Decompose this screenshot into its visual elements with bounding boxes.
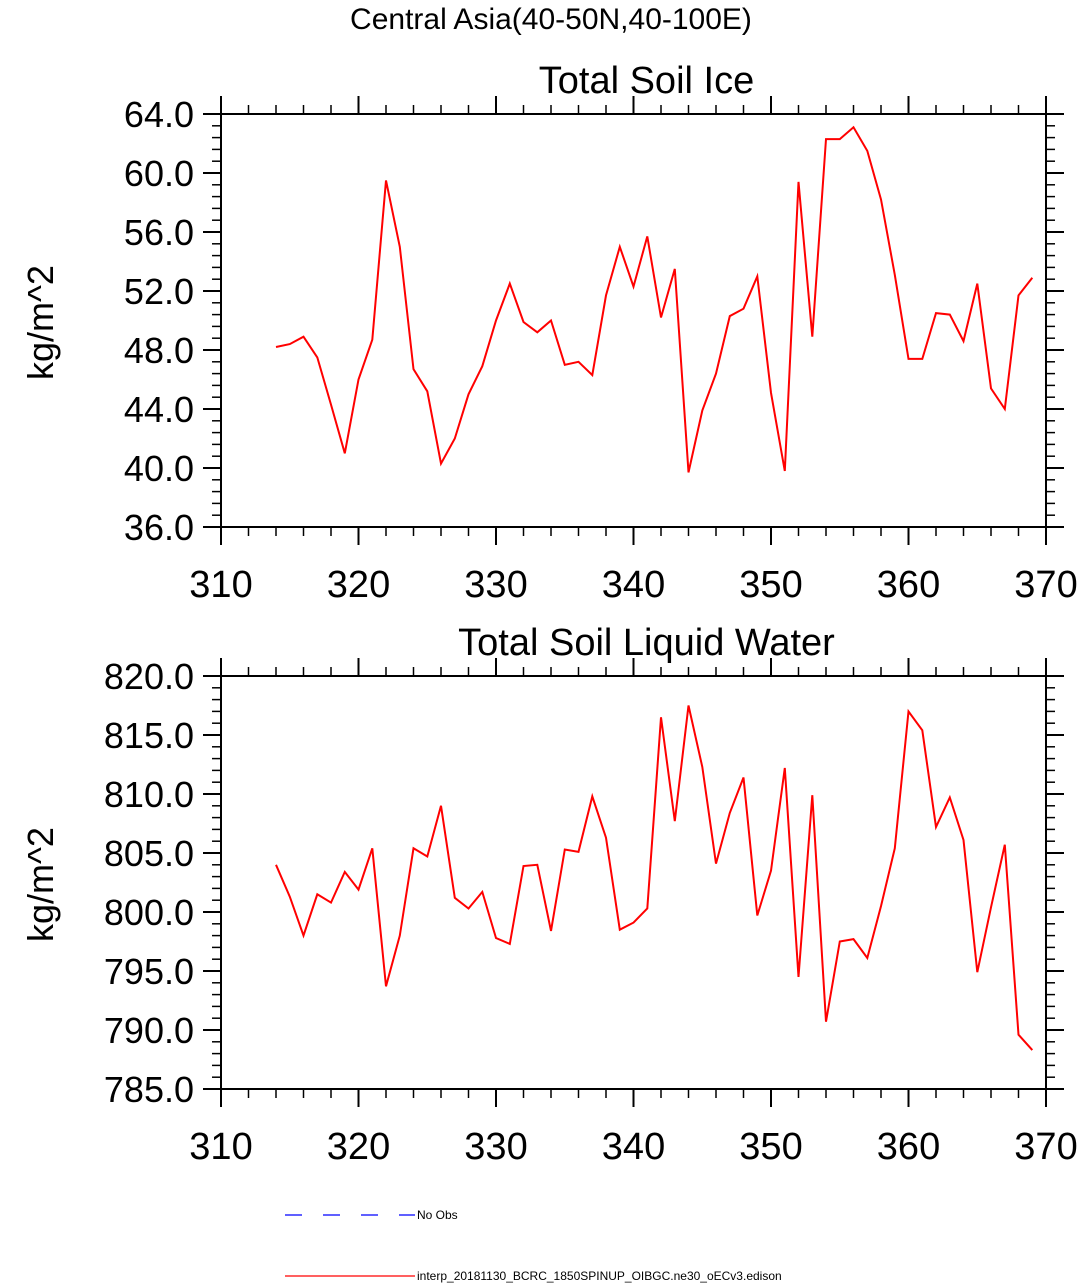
chart-title: Total Soil Ice <box>539 60 754 102</box>
x-tick-label: 310 <box>189 1126 252 1168</box>
x-tick-label: 360 <box>877 564 940 606</box>
y-tick-label: 48.0 <box>124 330 194 371</box>
x-tick-label: 360 <box>877 1126 940 1168</box>
page-title: Central Asia(40-50N,40-100E) <box>350 3 752 36</box>
x-tick-label: 310 <box>189 564 252 606</box>
y-tick-label: 810.0 <box>104 774 194 815</box>
y-tick-label: 800.0 <box>104 892 194 933</box>
series-line <box>275 125 1034 473</box>
y-tick-label: 820.0 <box>104 656 194 697</box>
y-tick-label: 56.0 <box>124 212 194 253</box>
x-tick-label: 370 <box>1014 1126 1077 1168</box>
y-axis-label: kg/m^2 <box>20 827 61 942</box>
series-line <box>275 705 1034 1051</box>
chart-title: Total Soil Liquid Water <box>458 622 835 664</box>
y-tick-label: 790.0 <box>104 1010 194 1051</box>
x-tick-label: 320 <box>327 1126 390 1168</box>
panel-total-soil-ice: Total Soil Ice 310 320 330 340 350 360 370 36.0 4… <box>20 60 1078 606</box>
y-tick-label: 36.0 <box>124 507 194 548</box>
y-axis-label: kg/m^2 <box>20 265 61 380</box>
x-tick-label: 330 <box>464 564 527 606</box>
panel-total-soil-liquid-water: Total Soil Liquid Water 310 320 330 340 350 36… <box>20 622 1078 1168</box>
y-tick-label: 785.0 <box>104 1069 194 1110</box>
y-tick-label: 52.0 <box>124 271 194 312</box>
y-tick-label: 44.0 <box>124 389 194 430</box>
plot-frame <box>220 113 1047 528</box>
y-tick-label: 40.0 <box>124 448 194 489</box>
x-tick-label: 370 <box>1014 564 1077 606</box>
x-tick-label: 340 <box>602 1126 665 1168</box>
y-tick-label: 60.0 <box>124 153 194 194</box>
x-tick-label: 330 <box>464 1126 527 1168</box>
x-tick-label: 350 <box>739 564 802 606</box>
y-tick-label: 815.0 <box>104 715 194 756</box>
x-tick-label: 340 <box>602 564 665 606</box>
legend: No Obs interp_20181130_BCRC_1850SPINUP_O… <box>285 1208 782 1283</box>
x-tick-label: 320 <box>327 564 390 606</box>
legend-label-model: interp_20181130_BCRC_1850SPINUP_OIBGC.ne… <box>417 1269 782 1283</box>
plot-frame <box>220 675 1047 1090</box>
y-tick-label: 795.0 <box>104 951 194 992</box>
y-tick-label: 805.0 <box>104 833 194 874</box>
y-tick-label: 64.0 <box>124 94 194 135</box>
x-tick-label: 350 <box>739 1126 802 1168</box>
legend-label-no-obs: No Obs <box>417 1208 458 1222</box>
